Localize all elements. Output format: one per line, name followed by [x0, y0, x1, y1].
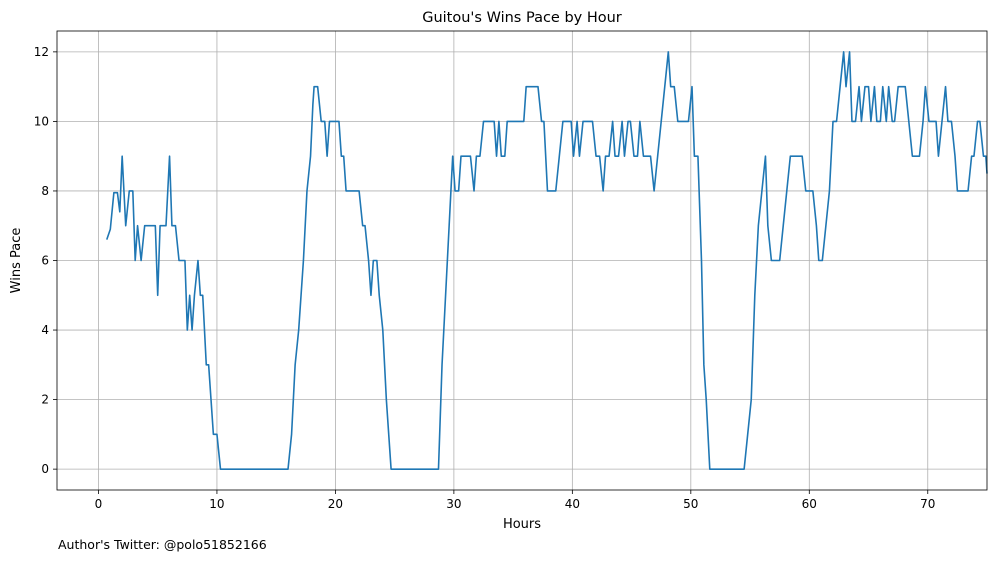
- x-tick-label: 70: [920, 497, 935, 511]
- x-tick-label: 0: [95, 497, 103, 511]
- series-layer: [106, 51, 988, 470]
- y-tick-label: 8: [41, 184, 49, 198]
- x-tick-label: 20: [328, 497, 343, 511]
- x-tick-label: 50: [683, 497, 698, 511]
- y-tick-label: 4: [41, 323, 49, 337]
- ticks: 0 10 20 30 40 50 60 70 0 2 4 6 8 10 12: [34, 45, 936, 511]
- chart-title: Guitou's Wins Pace by Hour: [422, 10, 622, 26]
- y-tick-label: 6: [41, 254, 49, 268]
- y-axis-label: Wins Pace: [9, 228, 24, 294]
- grid: [57, 31, 987, 490]
- y-tick-label: 0: [41, 462, 49, 476]
- x-tick-label: 10: [209, 497, 224, 511]
- series-line: [106, 51, 988, 470]
- x-tick-label: 30: [446, 497, 461, 511]
- x-axis-label: Hours: [503, 517, 541, 532]
- author-twitter-footnote: Author's Twitter: @polo51852166: [58, 537, 267, 552]
- y-tick-label: 2: [41, 393, 49, 407]
- x-tick-label: 60: [802, 497, 817, 511]
- x-tick-label: 40: [565, 497, 580, 511]
- y-tick-label: 10: [34, 114, 49, 128]
- y-tick-label: 12: [34, 45, 49, 59]
